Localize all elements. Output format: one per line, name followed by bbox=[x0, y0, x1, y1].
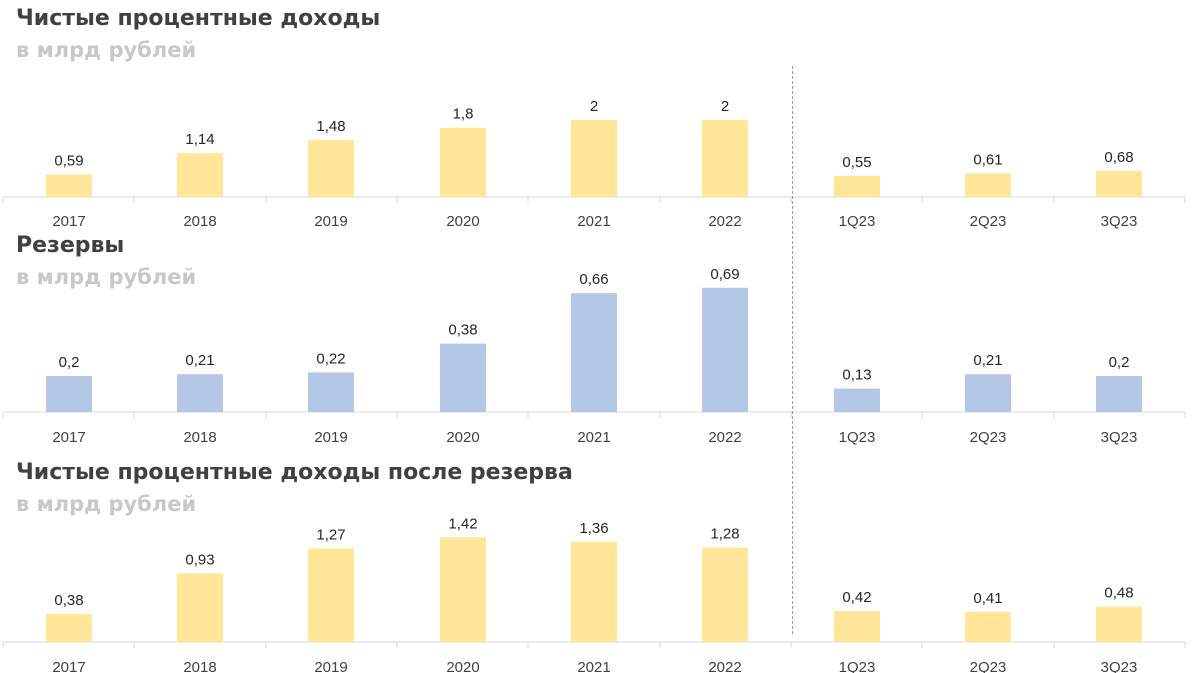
data-label: 0,93 bbox=[185, 551, 214, 568]
data-label: 1,42 bbox=[448, 515, 477, 532]
chart-title: Резервы bbox=[16, 233, 125, 258]
data-label: 2 bbox=[590, 98, 598, 115]
bar bbox=[177, 374, 223, 412]
data-label: 0,22 bbox=[316, 350, 345, 367]
x-tick-label: 2Q23 bbox=[970, 429, 1007, 446]
x-tick-label: 1Q23 bbox=[839, 429, 876, 446]
bar bbox=[440, 127, 486, 197]
bar bbox=[702, 287, 748, 412]
data-label: 0,21 bbox=[973, 352, 1002, 369]
x-tick-label: 2019 bbox=[314, 213, 347, 230]
x-tick-label: 2019 bbox=[314, 659, 347, 673]
bar bbox=[702, 120, 748, 197]
data-label: 0,69 bbox=[710, 266, 739, 283]
x-tick-label: 2018 bbox=[183, 659, 216, 673]
x-tick-label: 2022 bbox=[708, 659, 741, 673]
bar bbox=[440, 537, 486, 642]
x-tick-label: 2018 bbox=[183, 429, 216, 446]
chart-title: Чистые процентные доходы bbox=[16, 6, 381, 31]
x-tick-label: 2021 bbox=[577, 213, 610, 230]
x-tick-label: 1Q23 bbox=[839, 213, 876, 230]
bar bbox=[965, 611, 1011, 642]
data-label: 1,36 bbox=[579, 520, 608, 537]
data-label: 1,8 bbox=[453, 106, 474, 123]
data-label: 0,42 bbox=[842, 589, 871, 606]
data-label: 1,28 bbox=[710, 526, 739, 543]
bar bbox=[571, 293, 617, 412]
bar bbox=[46, 174, 92, 197]
x-tick-label: 2Q23 bbox=[970, 213, 1007, 230]
x-tick-label: 2019 bbox=[314, 429, 347, 446]
data-label: 0,38 bbox=[54, 592, 83, 609]
bar bbox=[1096, 170, 1142, 197]
x-tick-label: 2017 bbox=[52, 213, 85, 230]
chart-subtitle: в млрд рублей bbox=[16, 265, 197, 289]
x-tick-label: 2022 bbox=[708, 429, 741, 446]
data-label: 2 bbox=[721, 98, 729, 115]
x-tick-label: 3Q23 bbox=[1101, 659, 1138, 673]
data-label: 0,66 bbox=[579, 271, 608, 288]
x-tick-label: 2Q23 bbox=[970, 659, 1007, 673]
data-label: 0,59 bbox=[54, 152, 83, 169]
bar bbox=[1096, 606, 1142, 642]
data-label: 0,21 bbox=[185, 352, 214, 369]
chart-title: Чистые процентные доходы после резерва bbox=[16, 460, 573, 485]
data-label: 1,48 bbox=[316, 118, 345, 135]
x-tick-label: 2020 bbox=[446, 659, 479, 673]
data-label: 0,68 bbox=[1104, 149, 1133, 166]
data-label: 0,48 bbox=[1104, 585, 1133, 602]
bar bbox=[308, 140, 354, 197]
x-tick-label: 2018 bbox=[183, 213, 216, 230]
data-label: 1,14 bbox=[185, 131, 214, 148]
bar bbox=[571, 541, 617, 642]
x-tick-label: 2020 bbox=[446, 429, 479, 446]
data-label: 0,2 bbox=[59, 354, 80, 371]
bar bbox=[965, 374, 1011, 412]
data-label: 0,55 bbox=[842, 154, 871, 171]
x-tick-label: 2020 bbox=[446, 213, 479, 230]
x-tick-label: 3Q23 bbox=[1101, 213, 1138, 230]
bar bbox=[834, 611, 880, 642]
x-tick-label: 3Q23 bbox=[1101, 429, 1138, 446]
bar bbox=[702, 547, 748, 642]
bar bbox=[440, 343, 486, 412]
data-label: 0,61 bbox=[973, 152, 1002, 169]
x-tick-label: 2021 bbox=[577, 659, 610, 673]
x-tick-label: 2017 bbox=[52, 659, 85, 673]
bar bbox=[1096, 376, 1142, 412]
bar bbox=[308, 548, 354, 642]
bar bbox=[834, 175, 880, 197]
bar bbox=[177, 153, 223, 197]
bar bbox=[965, 173, 1011, 197]
x-tick-label: 1Q23 bbox=[839, 659, 876, 673]
annual-quarterly-divider bbox=[792, 66, 793, 634]
chart-subtitle: в млрд рублей bbox=[16, 492, 197, 516]
bar bbox=[46, 613, 92, 642]
data-label: 0,2 bbox=[1109, 354, 1130, 371]
bar bbox=[571, 120, 617, 197]
data-label: 0,38 bbox=[448, 322, 477, 339]
data-label: 0,41 bbox=[973, 590, 1002, 607]
bar bbox=[834, 388, 880, 412]
bar bbox=[177, 573, 223, 642]
x-tick-label: 2021 bbox=[577, 429, 610, 446]
x-tick-label: 2017 bbox=[52, 429, 85, 446]
bar bbox=[308, 372, 354, 412]
data-label: 1,27 bbox=[316, 526, 345, 543]
chart-subtitle: в млрд рублей bbox=[16, 38, 197, 62]
bar bbox=[46, 376, 92, 412]
x-tick-label: 2022 bbox=[708, 213, 741, 230]
data-label: 0,13 bbox=[842, 367, 871, 384]
